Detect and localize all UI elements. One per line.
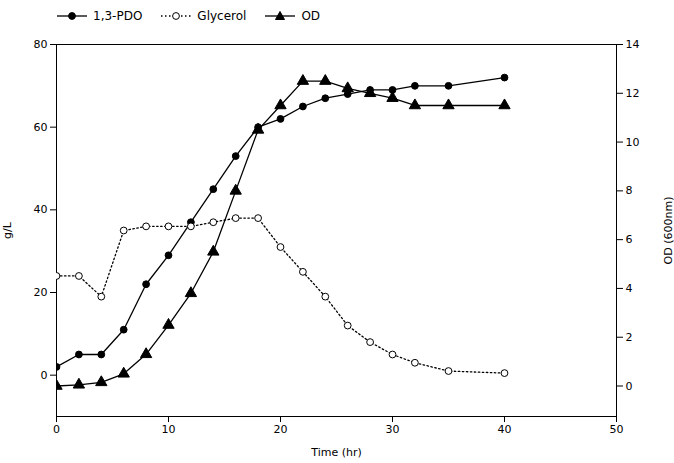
svg-text:10: 10 <box>162 423 176 436</box>
svg-text:0: 0 <box>41 369 48 382</box>
html-text:OD: OD <box>301 9 321 23</box>
svg-text:20: 20 <box>34 286 48 299</box>
svg-text:2: 2 <box>626 331 633 344</box>
html-text:1,3-PDO: 1,3-PDO <box>93 9 143 23</box>
svg-text:60: 60 <box>34 121 48 134</box>
svg-text:OD (600nm): OD (600nm) <box>662 197 674 265</box>
svg-text:40: 40 <box>34 203 48 216</box>
svg-text:6: 6 <box>626 233 633 246</box>
svg-text:g/L: g/L <box>1 221 14 239</box>
svg-text:0: 0 <box>53 423 60 436</box>
svg-text:4: 4 <box>626 282 633 295</box>
svg-text:30: 30 <box>386 423 400 436</box>
svg-text:8: 8 <box>626 184 633 197</box>
svg-text:0: 0 <box>626 380 633 393</box>
svg-text:80: 80 <box>34 38 48 51</box>
svg-text:Time (hr): Time (hr) <box>310 446 362 459</box>
svg-text:20: 20 <box>274 423 288 436</box>
svg-text:40: 40 <box>498 423 512 436</box>
svg-text:14: 14 <box>626 38 640 51</box>
svg-text:12: 12 <box>626 87 640 100</box>
html-text:Glycerol: Glycerol <box>197 9 247 23</box>
svg-text:10: 10 <box>626 136 640 149</box>
svg-text:50: 50 <box>610 423 624 436</box>
